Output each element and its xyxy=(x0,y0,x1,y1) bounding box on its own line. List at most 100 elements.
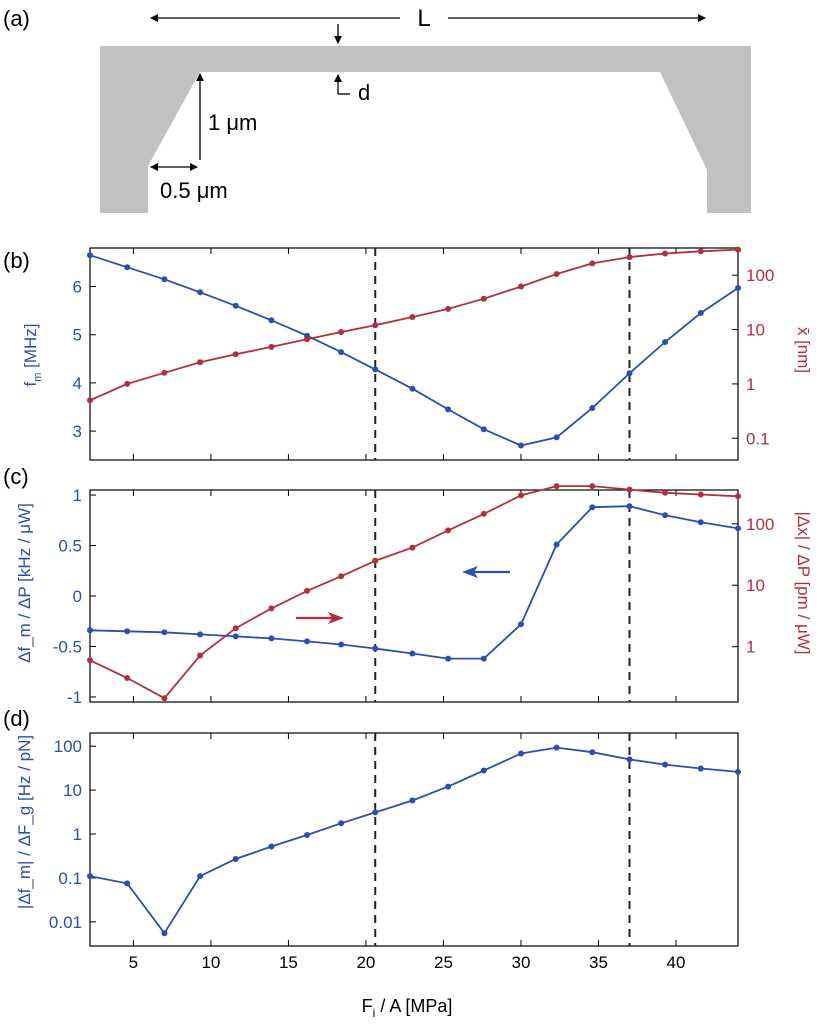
panel-b-series-blue-point xyxy=(197,289,204,296)
panel-c-series-blue-point xyxy=(197,631,204,638)
panel-c-plot: -1 -0.5 0 0.5 1 1 10 100 xyxy=(53,483,774,707)
panel-d-series-blue-point xyxy=(589,749,596,756)
panel-d-y-tick-label-left: 1 xyxy=(73,825,82,844)
panel-label-b: (b) xyxy=(3,248,30,273)
x-tick-label: 10 xyxy=(201,953,220,972)
panel-d-series-blue-point xyxy=(87,873,93,880)
panel-b-series-red-point xyxy=(697,248,704,255)
panel-b-series-red-point xyxy=(197,359,204,366)
panel-c-series-red-point xyxy=(409,544,416,551)
panel-c-series-blue-point xyxy=(304,638,310,645)
panel-b-series-blue-point xyxy=(161,276,168,283)
red-arrow-head xyxy=(328,612,344,624)
panel-b-series-red-point xyxy=(124,380,131,387)
panel-c-series-blue-point xyxy=(589,504,596,511)
panel-c-series-red-point xyxy=(626,486,633,493)
panel-d-series-blue-line xyxy=(89,746,739,935)
panel-d-series-blue-point xyxy=(124,880,131,887)
panel-b-series-red-point xyxy=(338,329,345,335)
height-label: 1 μm xyxy=(208,110,257,135)
blue-arrow-head xyxy=(462,566,478,578)
panel-b-series-red-point xyxy=(409,314,416,320)
panel-c-series-red-point xyxy=(161,695,168,702)
svg-text:|Δx| / ΔP [pm / μW]: |Δx| / ΔP [pm / μW] xyxy=(794,511,813,654)
panel-b-series-red-point xyxy=(268,343,275,350)
panel-c-series-red-point xyxy=(589,483,596,490)
panel-d-series-blue-point xyxy=(445,783,452,790)
panel-c-series-red-point xyxy=(697,491,704,498)
length-label: L xyxy=(417,5,430,32)
panel-c-series-blue-point xyxy=(480,655,487,662)
panel-b-series-blue-point xyxy=(124,264,131,271)
panel-c-series-red-point xyxy=(87,657,93,664)
x-tick-label: 35 xyxy=(589,953,608,972)
panel-d-series-blue-point xyxy=(697,765,704,772)
panel-b-series-blue-point xyxy=(518,442,524,449)
panel-b-series-blue-point xyxy=(589,405,596,411)
panel-c-series-blue-point xyxy=(372,645,379,652)
panel-c-y-tick-label-right: 1 xyxy=(746,638,755,657)
panel-c-series-red-point xyxy=(662,489,669,496)
panel-b-series-blue-point xyxy=(626,370,633,377)
panel-c-series-red-point xyxy=(553,483,560,490)
panel-c-y-tick-label-left: -0.5 xyxy=(53,637,82,656)
panel-d-y-tick-label-left: 10 xyxy=(63,781,82,800)
panel-b-series-red-line xyxy=(89,248,739,402)
panel-b-series-red-point xyxy=(372,322,379,329)
panel-c-series-blue-point xyxy=(232,633,239,640)
panel-b-series-blue-point xyxy=(338,349,345,356)
panel-b-y-tick-label-right: 10 xyxy=(746,321,765,340)
panel-c-left-axis-label: Δf_m / ΔP [kHz / μW] xyxy=(15,503,34,663)
panel-b-series-red-point xyxy=(518,283,524,290)
panel-c-right-axis-label: |Δx| / ΔP [pm / μW] xyxy=(794,511,813,654)
panel-c-series-blue-point xyxy=(553,541,560,548)
panel-c-series-blue-point xyxy=(445,655,452,662)
beam-body xyxy=(100,46,751,213)
panel-label-a: (a) xyxy=(3,6,30,31)
panel-d-series-blue-point xyxy=(553,744,560,751)
panel-c-series-red-point xyxy=(124,675,131,681)
x-tick-label: 20 xyxy=(356,953,375,972)
x-tick-label: 15 xyxy=(279,953,298,972)
panel-b-y-tick-label-left: 4 xyxy=(73,374,82,393)
panel-d-series-blue-point xyxy=(480,767,487,774)
panel-c-series-blue-point xyxy=(338,641,345,648)
panel-c-y-tick-label-left: 1 xyxy=(73,486,82,505)
panel-b-series-red-point xyxy=(304,336,310,343)
panel-d-series-blue-point xyxy=(338,820,345,827)
panel-b-series-blue-point xyxy=(445,406,452,413)
panel-c-series-red-point xyxy=(268,605,275,612)
panel-c-series-red-point xyxy=(735,493,741,500)
panel-b-y-tick-label-right: 0.1 xyxy=(746,429,770,448)
panel-label-c: (c) xyxy=(3,464,29,489)
panel-b-series-red-point xyxy=(662,250,669,257)
panel-b-series-blue-point xyxy=(697,310,704,316)
panel-d-y-tick-label-left: 0.1 xyxy=(58,869,82,888)
panel-d-series-blue-point xyxy=(161,930,168,937)
panel-c-series-red-point xyxy=(445,527,452,534)
panel-d-plot: 5 10 15 20 25 30 35 40 0.01 0.1 1 10 100 xyxy=(49,732,741,972)
panel-c-series-blue-point xyxy=(87,627,93,634)
panel-b-y-tick-label-right: 100 xyxy=(746,266,774,285)
panel-b-series-red-point xyxy=(553,271,560,277)
panel-b-series-blue-point xyxy=(268,317,275,324)
panel-d-series-blue-point xyxy=(735,768,741,775)
panel-c-series-blue-point xyxy=(268,635,275,642)
panel-b-series-red-point xyxy=(735,246,741,253)
panel-c-series-blue-point xyxy=(124,628,131,635)
x-tick-label: 30 xyxy=(512,953,531,972)
svg-text:x̄ [nm]: x̄ [nm] xyxy=(794,327,813,373)
panel-c-y-tick-label-left: 0 xyxy=(73,587,82,606)
panel-b-y-tick-label-left: 6 xyxy=(73,278,82,297)
panel-c-series-red-point xyxy=(338,573,345,580)
offset-label: 0.5 μm xyxy=(160,178,228,203)
panel-b-series-red-point xyxy=(445,305,452,312)
panel-c-series-red-point xyxy=(480,510,487,517)
panel-b-series-blue-line xyxy=(89,254,739,447)
panel-b-series-blue-point xyxy=(409,385,416,392)
panel-b-series-red-point xyxy=(589,260,596,267)
panel-c-series-blue-point xyxy=(161,629,168,636)
panel-d-y-tick-label-left: 0.01 xyxy=(49,913,82,932)
panel-b-series-blue-point xyxy=(662,339,669,345)
